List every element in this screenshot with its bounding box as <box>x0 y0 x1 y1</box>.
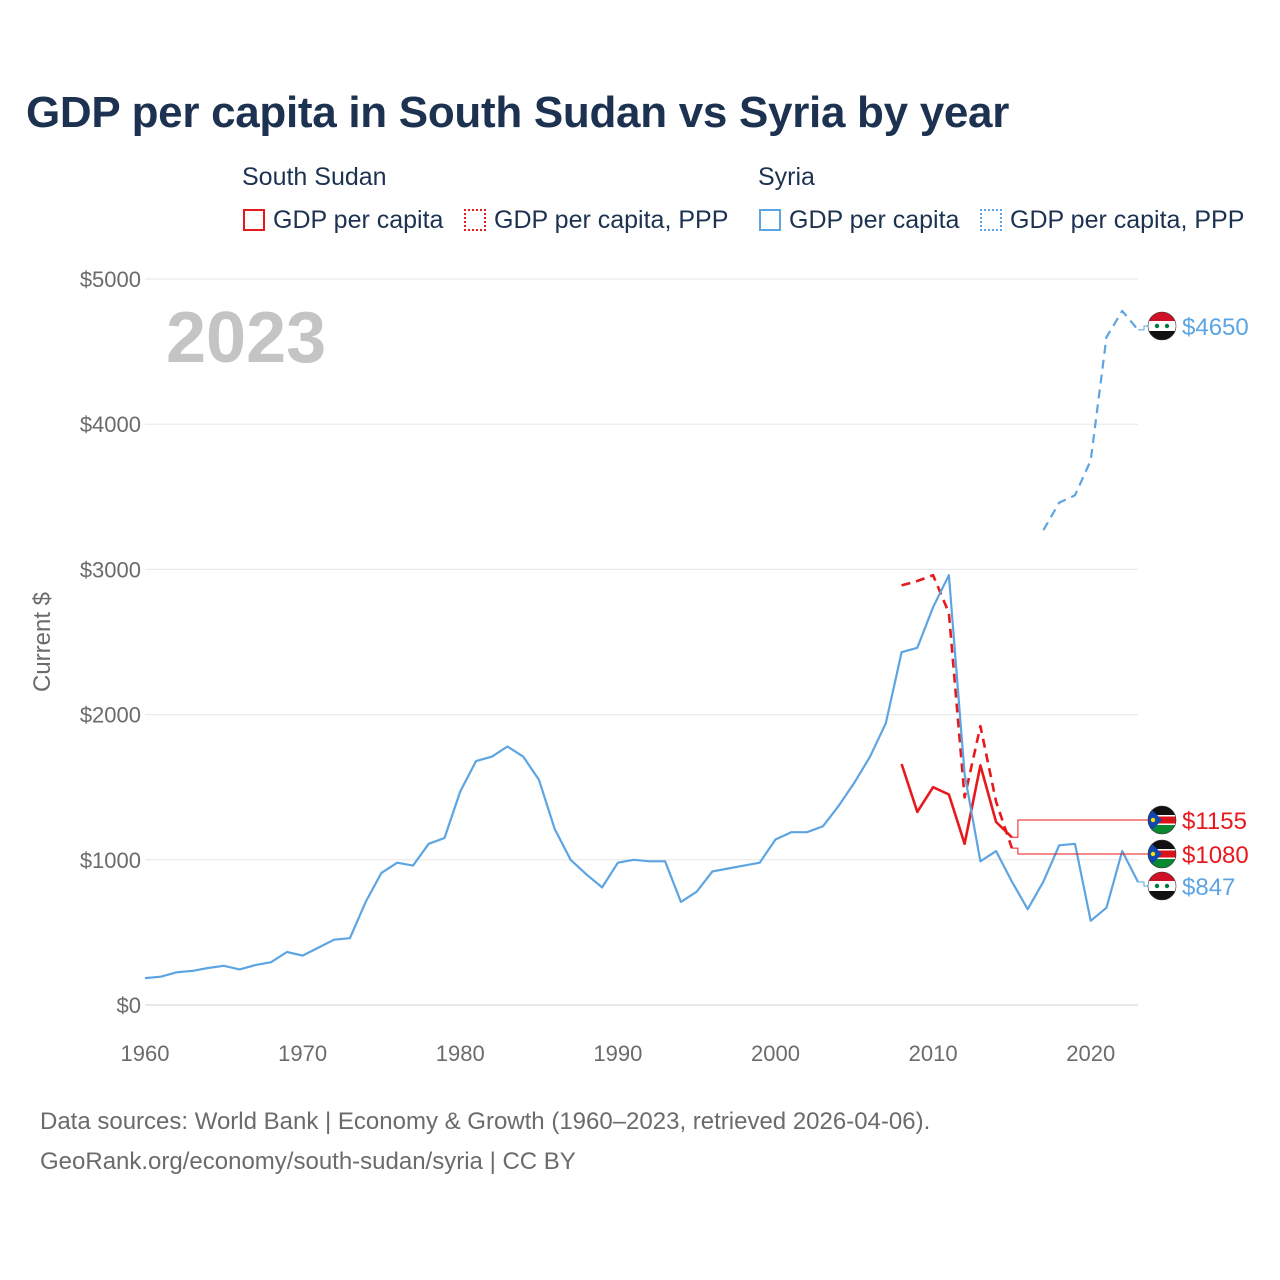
legend-item-syria-gdp[interactable]: GDP per capita <box>759 204 959 236</box>
y-tick-label: $0 <box>117 993 141 1018</box>
series-line <box>900 763 1013 846</box>
legend-swatch-dotted-blue <box>980 209 1002 231</box>
legend-label: GDP per capita, PPP <box>494 205 729 234</box>
legend-label: GDP per capita <box>789 205 960 234</box>
legend-group-south-sudan: South Sudan <box>242 163 387 191</box>
legend-swatch-dotted-red <box>464 209 486 231</box>
y-tick-label: $3000 <box>80 557 141 582</box>
legend-item-south-sudan-gdp[interactable]: GDP per capita <box>243 204 443 236</box>
end-value-label: $1155 <box>1182 808 1247 835</box>
y-tick-label: $4000 <box>80 412 141 437</box>
series-lines <box>144 309 1139 980</box>
x-tick-label: 1970 <box>278 1041 327 1066</box>
chart-title: GDP per capita in South Sudan vs Syria b… <box>26 88 1010 137</box>
x-tick-label: 1960 <box>121 1041 170 1066</box>
y-axis-ticks: $0 $1000 $2000 $3000 $4000 $5000 <box>80 267 141 1018</box>
year-watermark: 2023 <box>166 298 326 378</box>
south-sudan-flag-icon <box>1147 839 1177 869</box>
legend-swatch-solid-red <box>243 209 265 231</box>
south-sudan-flag-icon <box>1147 805 1177 835</box>
label-connector <box>1011 847 1148 855</box>
legend-swatch-solid-blue <box>759 209 781 231</box>
x-axis-ticks: 1960 1970 1980 1990 2000 2010 2020 <box>121 1041 1116 1066</box>
y-tick-label: $1000 <box>80 848 141 873</box>
end-label-connectors <box>1011 325 1148 887</box>
gridlines <box>145 278 1138 1006</box>
x-tick-label: 2000 <box>751 1041 800 1066</box>
footer-sources: Data sources: World Bank | Economy & Gro… <box>40 1108 931 1135</box>
x-tick-label: 1990 <box>593 1041 642 1066</box>
x-tick-label: 1980 <box>436 1041 485 1066</box>
series-line <box>1042 309 1139 531</box>
legend-item-south-sudan-gdp-ppp[interactable]: GDP per capita, PPP <box>464 204 728 236</box>
label-connector <box>1011 819 1148 838</box>
end-labels: $4650 $1155 $1080 $847 <box>1147 311 1249 901</box>
legend-group-syria: Syria <box>758 163 815 191</box>
y-axis-label: Current $ <box>29 592 56 692</box>
end-value-label: $4650 <box>1182 314 1249 341</box>
end-value-label: $1080 <box>1182 842 1249 869</box>
series-line <box>901 573 1014 849</box>
y-tick-label: $2000 <box>80 703 141 728</box>
x-tick-label: 2020 <box>1066 1041 1115 1066</box>
footer-url: GeoRank.org/economy/south-sudan/syria | … <box>40 1148 576 1175</box>
legend-item-syria-gdp-ppp[interactable]: GDP per capita, PPP <box>980 204 1244 236</box>
end-value-label: $847 <box>1182 874 1235 901</box>
series-line <box>144 574 1139 980</box>
y-tick-label: $5000 <box>80 267 141 292</box>
legend-label: GDP per capita <box>273 205 444 234</box>
syria-flag-icon <box>1147 871 1177 901</box>
legend-label: GDP per capita, PPP <box>1010 205 1245 234</box>
label-connector <box>1138 325 1148 331</box>
x-tick-label: 2010 <box>909 1041 958 1066</box>
syria-flag-icon <box>1147 311 1177 341</box>
label-connector <box>1138 881 1148 887</box>
